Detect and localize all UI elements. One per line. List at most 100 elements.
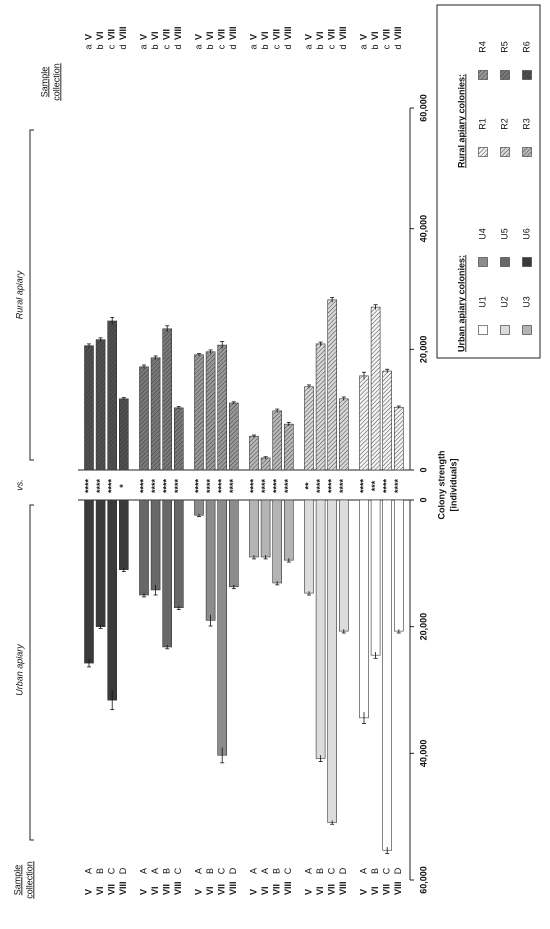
sample-letter: C <box>217 867 227 874</box>
category-label: VII <box>382 29 392 40</box>
bar <box>249 435 259 471</box>
error-bar <box>318 341 323 346</box>
significance: **** <box>217 479 227 494</box>
error-bar <box>121 567 126 572</box>
error-bar <box>252 555 256 560</box>
category-label: VII <box>107 884 117 895</box>
category-label: VII <box>272 29 282 40</box>
error-bar <box>87 659 91 668</box>
category-label: V <box>138 34 148 40</box>
significance: *** <box>370 480 380 491</box>
sample-header: Sample <box>39 67 49 98</box>
legend-swatch <box>522 257 532 267</box>
bar <box>174 499 184 608</box>
bar <box>304 499 314 594</box>
sample-letter: B <box>315 868 325 874</box>
error-bar <box>220 747 225 764</box>
category-label: V <box>83 34 93 40</box>
sample-letter: a <box>303 44 313 49</box>
sample-letter: A <box>260 868 270 874</box>
sample-letter: B <box>95 868 105 874</box>
bar <box>150 499 161 591</box>
sample-letter: d <box>173 44 183 49</box>
axis-label: Colony strength <box>436 451 446 520</box>
sample-letter: D <box>338 867 348 874</box>
error-bar <box>252 434 256 438</box>
error-bar <box>220 341 225 349</box>
category-label: V <box>83 889 93 895</box>
sample-letter: c <box>382 44 392 49</box>
bar <box>194 354 204 471</box>
bar <box>272 499 283 584</box>
bar <box>95 499 106 627</box>
bar <box>84 345 94 471</box>
sample-letter: b <box>260 44 270 49</box>
legend-label: R3 <box>521 118 531 130</box>
category-label: VI <box>205 886 215 895</box>
error-bar <box>275 581 280 586</box>
bar <box>107 320 117 471</box>
bar <box>174 407 184 471</box>
tick-label: 0 <box>418 467 428 472</box>
error-bar <box>110 690 115 711</box>
sample-header: collection <box>51 63 61 101</box>
category-label: VI <box>150 886 160 895</box>
bar <box>205 351 216 471</box>
legend-swatch <box>478 257 488 267</box>
category-label: VI <box>370 31 380 40</box>
error-bar <box>362 371 366 380</box>
sample-letter: a <box>83 44 93 49</box>
category-label: VI <box>260 886 270 895</box>
sample-letter: b <box>315 44 325 49</box>
category-label: V <box>248 34 258 40</box>
legend-label: R2 <box>499 118 509 130</box>
category-label: V <box>303 889 313 895</box>
category-label: VIII <box>338 881 348 895</box>
bar <box>217 499 227 756</box>
legend-swatch <box>500 257 510 267</box>
category-label: V <box>358 889 368 895</box>
sample-header: collection <box>24 861 34 899</box>
legend-label: R1 <box>477 118 487 130</box>
tick-label: 60,000 <box>418 866 428 894</box>
bar <box>338 398 349 471</box>
error-bar <box>286 421 291 426</box>
error-bar <box>208 349 213 354</box>
legend-label: U5 <box>499 228 509 240</box>
category-label: VII <box>382 884 392 895</box>
bar <box>162 499 172 648</box>
category-label: VII <box>107 29 117 40</box>
significance: **** <box>283 479 293 494</box>
rural-label: Rural apiary <box>14 270 24 319</box>
bar <box>393 406 404 471</box>
category-label: VIII <box>228 881 238 895</box>
significance: **** <box>327 479 337 494</box>
sample-letter: B <box>162 868 172 874</box>
category-label: VII <box>162 29 172 40</box>
bar <box>95 339 106 471</box>
legend-label: U6 <box>521 228 531 240</box>
sample-letter: A <box>83 868 93 874</box>
category-label: VI <box>95 31 105 40</box>
category-label: VII <box>272 884 282 895</box>
significance: **** <box>272 479 282 494</box>
error-bar <box>98 337 103 342</box>
legend-swatch <box>500 325 510 335</box>
category-label: VII <box>217 29 227 40</box>
sample-letter: C <box>327 867 337 874</box>
error-bar <box>165 645 170 650</box>
category-label: VIII <box>283 26 293 40</box>
legend-swatch <box>500 147 510 157</box>
error-bar <box>385 368 390 373</box>
legend-swatch <box>478 147 488 157</box>
bar <box>84 499 94 664</box>
legend-label: R5 <box>499 41 509 53</box>
bar <box>315 499 326 759</box>
sample-letter: d <box>338 44 348 49</box>
error-bar <box>373 652 378 659</box>
sample-letter: b <box>150 44 160 49</box>
error-bar <box>153 584 158 596</box>
category-label: VI <box>150 31 160 40</box>
error-bar <box>197 353 201 356</box>
